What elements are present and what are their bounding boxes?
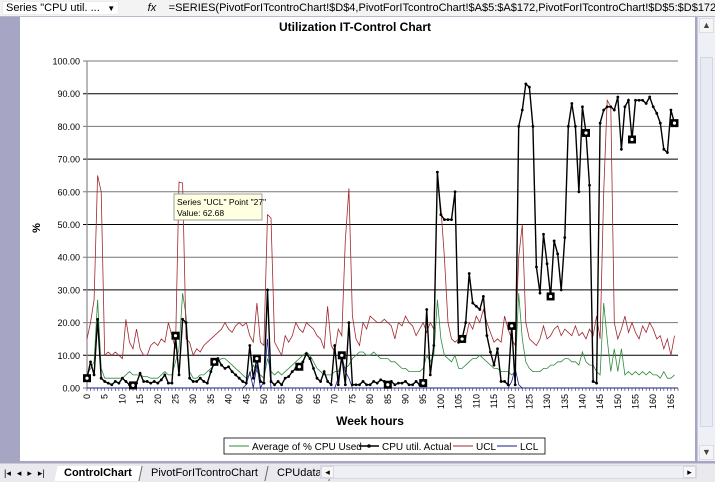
series-cpu-util-actual[interactable] [83, 82, 679, 390]
svg-text:110: 110 [471, 394, 481, 408]
horizontal-scrollbar[interactable]: ◂ ▸ [320, 465, 697, 479]
name-box-value: Series "CPU util. ... [6, 2, 100, 14]
scroll-down-icon[interactable]: ▼ [699, 445, 714, 460]
tooltip: Series "UCL" Point "27" Value: 62.68 [173, 193, 266, 221]
svg-text:20: 20 [153, 394, 163, 404]
legend-average: Average of % CPU Used [252, 442, 362, 453]
svg-text:10.00: 10.00 [57, 351, 80, 361]
svg-text:160: 160 [648, 394, 658, 409]
svg-text:150: 150 [613, 394, 623, 409]
scroll-left-icon[interactable]: ◂ [321, 466, 334, 478]
svg-text:135: 135 [560, 394, 570, 409]
tab-label: CPUdata [276, 466, 322, 479]
tab-controlchart[interactable]: ControlChart [54, 465, 143, 481]
svg-text:50: 50 [259, 394, 269, 404]
sheet-nav: |◂ ◂ ▸ ▸| [0, 468, 56, 479]
chart-svg[interactable]: Utilization IT-Control Chart 0.00 10.00 20… [0, 0, 697, 461]
svg-text:60: 60 [294, 394, 304, 404]
svg-text:90: 90 [401, 394, 411, 404]
svg-text:105: 105 [454, 394, 464, 409]
svg-text:30.00: 30.00 [57, 285, 80, 295]
svg-text:125: 125 [524, 394, 534, 409]
svg-text:50.00: 50.00 [57, 220, 80, 230]
svg-text:65: 65 [312, 394, 322, 404]
svg-text:115: 115 [489, 394, 499, 408]
svg-text:120: 120 [507, 394, 517, 409]
svg-text:80: 80 [365, 394, 375, 404]
svg-text:155: 155 [631, 394, 641, 409]
svg-text:140: 140 [577, 394, 587, 409]
series-average-of-cpu-used[interactable] [86, 293, 675, 379]
svg-text:25: 25 [170, 394, 180, 404]
last-sheet-icon[interactable]: ▸| [37, 467, 45, 478]
first-sheet-icon[interactable]: |◂ [4, 467, 11, 478]
tooltip-line2: Value: 62.68 [177, 208, 224, 218]
tooltip-line1: Series "UCL" Point "27" [177, 197, 266, 207]
svg-text:60.00: 60.00 [57, 187, 80, 197]
svg-text:145: 145 [595, 394, 605, 409]
next-sheet-icon[interactable]: ▸ [27, 467, 32, 478]
svg-text:70.00: 70.00 [57, 155, 80, 165]
legend-lcl: LCL [520, 442, 539, 453]
svg-text:20.00: 20.00 [57, 318, 80, 328]
tab-label: PivotForITcontroChart [150, 466, 258, 479]
series-lcl[interactable] [87, 338, 675, 390]
data-series[interactable] [83, 82, 679, 390]
svg-text:55: 55 [277, 394, 287, 404]
svg-text:35: 35 [206, 394, 216, 404]
svg-text:40: 40 [224, 394, 234, 404]
fx-icon[interactable]: fx [147, 2, 157, 14]
svg-text:15: 15 [135, 394, 145, 404]
formula-input[interactable]: =SERIES(PivotForITcontroChart!$D$4,Pivot… [168, 2, 715, 14]
chevron-down-icon[interactable]: ▼ [107, 3, 116, 13]
svg-text:85: 85 [383, 394, 393, 404]
svg-text:40.00: 40.00 [57, 253, 80, 263]
svg-text:70: 70 [330, 394, 340, 404]
tab-pivotforitcontrochart[interactable]: PivotForITcontroChart [141, 465, 269, 481]
scroll-up-icon[interactable]: ▲ [699, 18, 714, 33]
y-axis-label: % [31, 223, 43, 233]
legend-ucl: UCL [476, 442, 496, 453]
vertical-scrollbar[interactable]: ▲ ▼ [697, 17, 715, 461]
legend-actual: CPU util. Actual [382, 442, 451, 453]
name-box[interactable]: Series "CPU util. ... ▼ [2, 1, 120, 15]
svg-text:45: 45 [241, 394, 251, 404]
svg-text:100: 100 [436, 394, 446, 409]
svg-text:100.00: 100.00 [52, 57, 80, 67]
svg-text:80.00: 80.00 [57, 122, 80, 132]
svg-text:0: 0 [82, 394, 92, 399]
legend[interactable]: Average of % CPU Used CPU util. Actual U… [223, 437, 546, 455]
y-axis-ticks: 0.00 10.00 20.00 30.00 40.00 50.00 60.00 70.00 8… [52, 57, 80, 394]
svg-text:130: 130 [542, 394, 552, 409]
series-ucl[interactable] [86, 98, 675, 360]
svg-text:30: 30 [188, 394, 198, 404]
chart-title: Utilization IT-Control Chart [279, 20, 431, 34]
tab-label: ControlChart [64, 466, 132, 479]
prev-sheet-icon[interactable]: ◂ [16, 467, 22, 478]
x-axis-ticks: 0 5 10 15 20 25 30 35 40 45 50 55 60 65 70 75 80 85 90 95 10… [82, 388, 679, 409]
formula-bar: Series "CPU util. ... ▼ fx =SERIES(Pivot… [0, 0, 715, 17]
x-axis-label: Week hours [336, 414, 404, 428]
svg-text:0.00: 0.00 [62, 384, 80, 394]
svg-text:165: 165 [666, 394, 676, 409]
vertical-scroll-thumb[interactable] [700, 57, 713, 427]
svg-text:10: 10 [117, 394, 127, 404]
svg-text:90.00: 90.00 [57, 89, 80, 99]
svg-text:5: 5 [100, 394, 110, 399]
svg-text:75: 75 [347, 394, 357, 404]
scroll-right-icon[interactable]: ▸ [683, 466, 696, 478]
svg-text:95: 95 [418, 394, 428, 404]
